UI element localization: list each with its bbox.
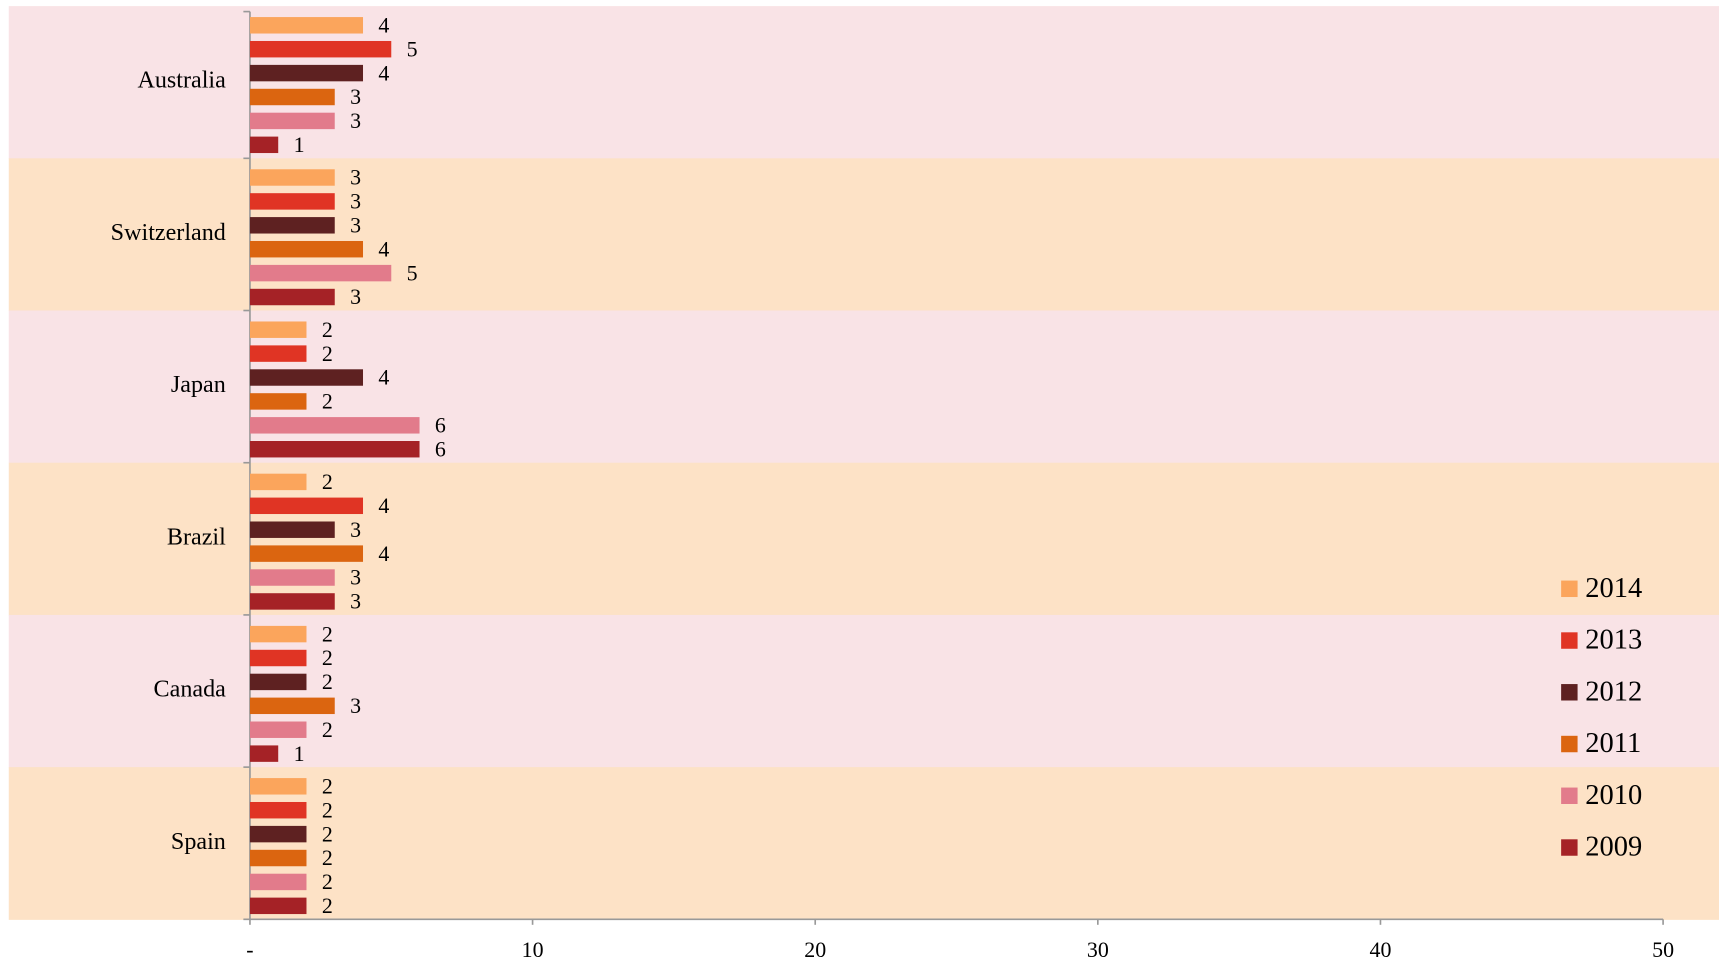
value-label: 6	[435, 413, 446, 438]
x-tick-label: 20	[804, 937, 826, 962]
bar	[249, 88, 335, 106]
value-label: 4	[378, 236, 389, 261]
value-label: 3	[350, 284, 361, 309]
bar	[249, 240, 364, 258]
value-label: 3	[350, 213, 361, 238]
value-label: 5	[407, 36, 418, 61]
legend-swatch	[1561, 839, 1578, 856]
bar	[249, 112, 335, 130]
value-label: 4	[378, 13, 389, 38]
bar	[249, 217, 335, 234]
bar	[249, 673, 307, 691]
value-label: 1	[294, 132, 305, 157]
bar	[249, 345, 307, 362]
bar	[249, 288, 335, 306]
legend-label: 2013	[1585, 625, 1642, 656]
value-label: 6	[435, 436, 446, 461]
value-label: 2	[322, 341, 333, 366]
value-label: 2	[322, 717, 333, 742]
legend-label: 2009	[1585, 832, 1642, 863]
value-label: 3	[350, 84, 361, 109]
category-label: Brazil	[167, 524, 226, 550]
value-label: 3	[350, 108, 361, 133]
bar	[249, 321, 307, 338]
bar	[249, 521, 335, 538]
bar	[249, 40, 392, 58]
x-tick-label: -	[246, 937, 253, 962]
x-tick-label: 10	[522, 937, 544, 962]
bar	[249, 264, 392, 282]
legend-swatch	[1561, 632, 1578, 649]
value-label: 2	[322, 893, 333, 918]
bar	[249, 778, 307, 795]
value-label: 4	[378, 541, 389, 566]
value-label: 4	[378, 60, 389, 85]
value-label: 3	[350, 589, 361, 614]
value-label: 3	[350, 565, 361, 590]
value-label: 5	[407, 260, 418, 285]
bar	[249, 593, 335, 610]
bar	[249, 873, 307, 891]
value-label: 3	[350, 165, 361, 190]
bar	[249, 721, 307, 738]
bar	[249, 625, 307, 643]
bar	[249, 417, 420, 434]
category-label: Switzerland	[111, 220, 226, 246]
bar	[249, 193, 335, 210]
bar	[249, 393, 307, 410]
value-label: 2	[322, 774, 333, 799]
value-label: 3	[350, 517, 361, 542]
value-label: 1	[294, 741, 305, 766]
value-label: 2	[322, 389, 333, 414]
x-tick-label: 50	[1652, 937, 1674, 962]
bar	[249, 697, 335, 715]
category-label: Japan	[171, 372, 226, 398]
bar	[249, 64, 364, 82]
bar	[249, 849, 307, 867]
legend-label: 2010	[1585, 780, 1642, 811]
bar	[249, 169, 335, 186]
bar	[249, 441, 420, 458]
bar	[249, 369, 364, 386]
bar	[249, 825, 307, 843]
x-tick-label: 40	[1370, 937, 1392, 962]
value-label: 2	[322, 621, 333, 646]
legend-label: 2011	[1585, 728, 1641, 759]
legend-swatch	[1561, 684, 1578, 701]
value-label: 2	[322, 869, 333, 894]
bar	[249, 17, 364, 34]
bar	[249, 745, 279, 762]
category-label: Australia	[137, 68, 226, 94]
value-label: 4	[378, 493, 389, 518]
value-label: 2	[322, 797, 333, 822]
category-label: Spain	[171, 829, 226, 855]
legend-swatch	[1561, 580, 1578, 598]
value-label: 2	[322, 469, 333, 494]
value-label: 4	[378, 365, 389, 390]
value-label: 2	[322, 317, 333, 342]
value-label: 2	[322, 821, 333, 846]
legend-swatch	[1561, 787, 1578, 804]
bar	[249, 136, 279, 154]
category-label: Canada	[154, 677, 227, 703]
bar	[249, 649, 307, 667]
bar	[249, 545, 364, 562]
legend-label: 2014	[1585, 573, 1642, 604]
value-label: 2	[322, 845, 333, 870]
legend-swatch	[1561, 735, 1578, 753]
value-label: 2	[322, 645, 333, 670]
bar	[249, 897, 307, 915]
value-label: 3	[350, 693, 361, 718]
value-label: 3	[350, 189, 361, 214]
bar	[249, 497, 364, 515]
bar	[249, 801, 307, 819]
value-label: 2	[322, 669, 333, 694]
legend-label: 2012	[1585, 676, 1642, 707]
bar	[249, 569, 335, 586]
bar	[249, 473, 307, 491]
x-tick-label: 30	[1087, 937, 1109, 962]
